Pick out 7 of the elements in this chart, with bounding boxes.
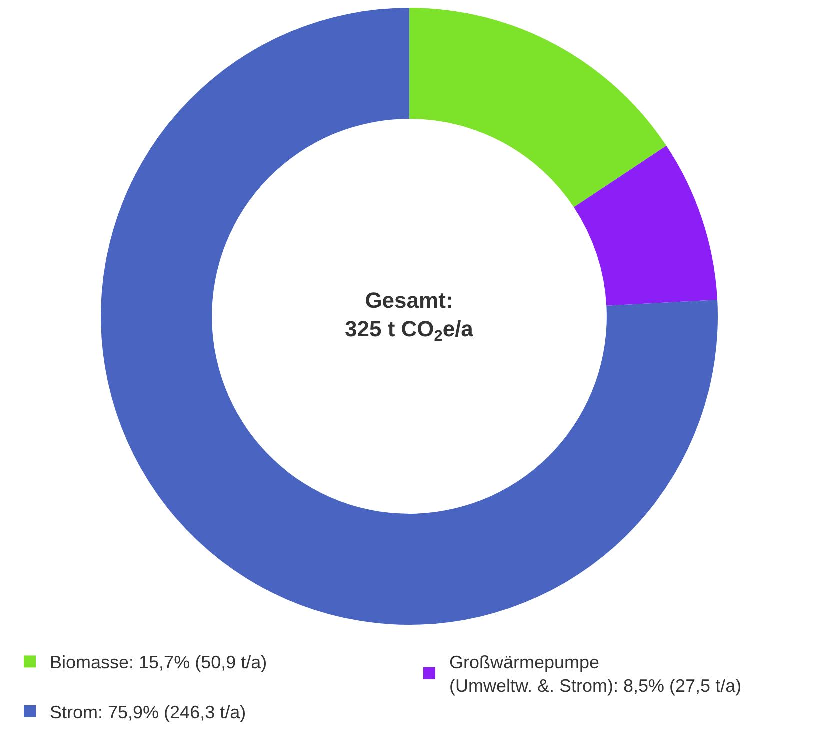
legend-label: Großwärmepumpe (Umweltw. &. Strom): 8,5% (27,5 t/a) xyxy=(450,652,742,696)
donut-slice xyxy=(101,8,718,625)
text: Gesamt: 325 t CO$_{2}$e/a xyxy=(345,288,474,346)
donut-slice xyxy=(410,8,667,208)
legend-label: Strom: 75,9% (246,3 t/a) xyxy=(50,702,246,723)
donut-slice xyxy=(574,146,718,306)
legend-label: Biomasse: 15,7% (50,9 t/a) xyxy=(50,652,268,673)
